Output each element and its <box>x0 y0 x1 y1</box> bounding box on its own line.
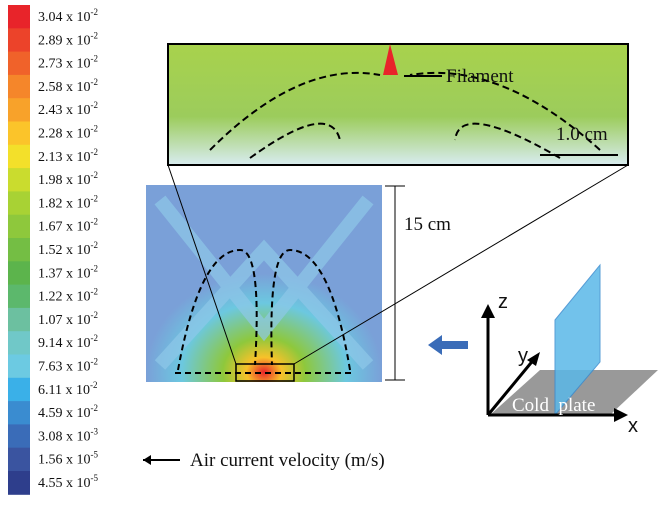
legend-label: 3.04 x 10-2 <box>38 7 98 25</box>
legend-label: 1.22 x 10-2 <box>38 287 98 305</box>
legend-caption: Air current velocity (m/s) <box>190 450 385 471</box>
inset-field <box>168 44 628 165</box>
legend-label: 7.63 x 10-2 <box>38 357 98 375</box>
legend-label: 1.37 x 10-2 <box>38 263 98 281</box>
legend-label: 1.07 x 10-2 <box>38 310 98 328</box>
exponent: -2 <box>91 124 99 134</box>
mantissa: 1.56 x 10 <box>38 453 91 468</box>
exponent: -5 <box>91 450 99 460</box>
mantissa: 2.28 x 10 <box>38 127 91 142</box>
color-legend: 3.04 x 10-22.89 x 10-22.73 x 10-22.58 x … <box>8 5 98 495</box>
legend-swatch <box>8 191 30 215</box>
legend-swatch <box>8 168 30 192</box>
legend-label: 1.52 x 10-2 <box>38 240 98 258</box>
legend-label: 3.08 x 10-3 <box>38 426 98 444</box>
mantissa: 1.82 x 10 <box>38 196 91 211</box>
legend-label: 2.28 x 10-2 <box>38 124 98 142</box>
legend-label: 2.43 x 10-2 <box>38 100 98 118</box>
velocity-field <box>146 185 382 382</box>
caption-arrowhead <box>143 455 151 465</box>
mantissa: 1.07 x 10 <box>38 313 91 328</box>
exponent: -2 <box>91 310 99 320</box>
mantissa: 2.89 x 10 <box>38 33 91 48</box>
mantissa: 2.58 x 10 <box>38 80 91 95</box>
legend-swatch <box>8 355 30 379</box>
exponent: -2 <box>91 170 99 180</box>
exponent: -2 <box>91 147 99 157</box>
scale-label: 1.0 cm <box>556 124 608 145</box>
legend-label: 4.55 x 10-5 <box>38 473 98 491</box>
exponent: -2 <box>91 30 99 40</box>
mantissa: 1.67 x 10 <box>38 220 91 235</box>
mantissa: 4.55 x 10 <box>38 476 91 491</box>
exponent: -2 <box>90 380 98 390</box>
legend-swatch <box>8 285 30 309</box>
legend-label: 1.56 x 10-5 <box>38 450 98 468</box>
legend-label: 2.58 x 10-2 <box>38 77 98 95</box>
legend-swatch <box>8 448 30 472</box>
legend-label: 4.59 x 10-2 <box>38 403 98 421</box>
dimension-label: 15 cm <box>404 214 451 235</box>
legend-swatch <box>8 98 30 122</box>
filament-label: Filament <box>446 66 514 87</box>
exponent: -2 <box>91 240 99 250</box>
mantissa: 1.22 x 10 <box>38 290 91 305</box>
mantissa: 1.37 x 10 <box>38 266 91 281</box>
exponent: -2 <box>91 7 99 17</box>
exponent: -5 <box>91 473 99 483</box>
legend-swatch <box>8 75 30 99</box>
exponent: -2 <box>91 54 99 64</box>
legend-swatch <box>8 261 30 285</box>
legend-swatch <box>8 145 30 169</box>
exponent: -2 <box>91 263 99 273</box>
legend-label: 2.13 x 10-2 <box>38 147 98 165</box>
x-label: x <box>628 415 638 437</box>
legend-label: 6.11 x 10-2 <box>38 380 97 398</box>
legend-swatch <box>8 331 30 355</box>
mantissa: 1.98 x 10 <box>38 173 91 188</box>
legend-swatch <box>8 28 30 52</box>
exponent: -2 <box>91 403 99 413</box>
mantissa: 9.14 x 10 <box>38 336 91 351</box>
exponent: -2 <box>91 193 99 203</box>
direction-arrow <box>428 335 468 355</box>
mantissa: 3.04 x 10 <box>38 10 91 25</box>
figure: 3.04 x 10-22.89 x 10-22.73 x 10-22.58 x … <box>0 0 658 500</box>
legend-swatch <box>8 5 30 29</box>
legend-label: 2.89 x 10-2 <box>38 30 98 48</box>
mantissa: 3.08 x 10 <box>38 429 91 444</box>
legend-label: 9.14 x 10-2 <box>38 333 98 351</box>
exponent: -2 <box>91 357 99 367</box>
legend-label: 1.98 x 10-2 <box>38 170 98 188</box>
mantissa: 1.52 x 10 <box>38 243 91 258</box>
mantissa: 6.11 x 10 <box>38 383 90 398</box>
legend-swatch <box>8 52 30 76</box>
legend-swatch <box>8 424 30 448</box>
mantissa: 2.13 x 10 <box>38 150 91 165</box>
legend-swatch <box>8 122 30 146</box>
mantissa: 2.73 x 10 <box>38 57 91 72</box>
exponent: -3 <box>91 426 99 436</box>
exponent: -2 <box>91 333 99 343</box>
mantissa: 7.63 x 10 <box>38 360 91 375</box>
exponent: -2 <box>91 77 99 87</box>
exponent: -2 <box>91 287 99 297</box>
legend-label: 1.82 x 10-2 <box>38 193 98 211</box>
exponent: -2 <box>91 217 99 227</box>
z-label: z <box>498 291 508 313</box>
mantissa: 4.59 x 10 <box>38 406 91 421</box>
y-label: y <box>518 345 528 367</box>
legend-swatch <box>8 215 30 239</box>
mantissa: 2.43 x 10 <box>38 103 91 118</box>
legend-swatch <box>8 378 30 402</box>
legend-label: 2.73 x 10-2 <box>38 54 98 72</box>
plate-label: Cold plate <box>512 395 595 416</box>
legend-swatch <box>8 401 30 425</box>
legend-swatch <box>8 471 30 495</box>
legend-swatch <box>8 308 30 332</box>
exponent: -2 <box>91 100 99 110</box>
legend-swatch <box>8 238 30 262</box>
legend-label: 1.67 x 10-2 <box>38 217 98 235</box>
